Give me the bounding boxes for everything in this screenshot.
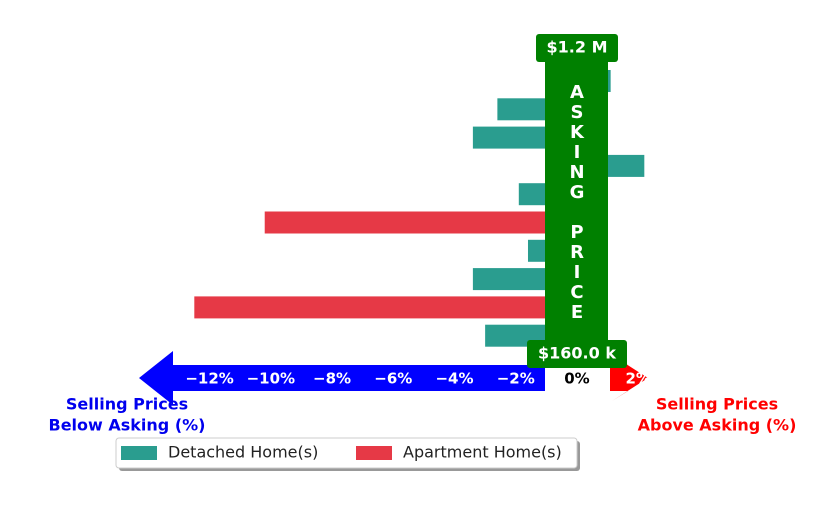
x-tick-label: 0% bbox=[564, 370, 589, 388]
x-tick-label: 2% bbox=[625, 370, 650, 388]
bar bbox=[194, 296, 577, 319]
band-bottom-label: $160.0 k bbox=[538, 344, 616, 363]
left-annotation: Below Asking (%) bbox=[49, 416, 206, 435]
asking-band bbox=[545, 58, 608, 348]
x-tick-label: −8% bbox=[313, 370, 351, 388]
x-tick-label: −10% bbox=[247, 370, 295, 388]
below-arrow bbox=[139, 351, 545, 405]
x-tick-label: −4% bbox=[435, 370, 473, 388]
bar bbox=[264, 211, 577, 234]
legend-swatch bbox=[121, 446, 157, 460]
x-tick-label: −6% bbox=[374, 370, 412, 388]
x-tick-label: −2% bbox=[497, 370, 535, 388]
legend bbox=[115, 437, 578, 469]
right-annotation: Above Asking (%) bbox=[638, 416, 797, 435]
legend-label: Apartment Home(s) bbox=[403, 443, 562, 462]
right-annotation: Selling Prices bbox=[656, 395, 778, 414]
top-label-box bbox=[536, 34, 618, 62]
x-tick-label: −12% bbox=[185, 370, 233, 388]
legend-swatch bbox=[356, 446, 392, 460]
left-annotation: Selling Prices bbox=[66, 395, 188, 414]
legend-label: Detached Home(s) bbox=[168, 443, 318, 462]
bottom-label-box bbox=[527, 340, 627, 368]
band-top-label: $1.2 M bbox=[547, 38, 608, 57]
